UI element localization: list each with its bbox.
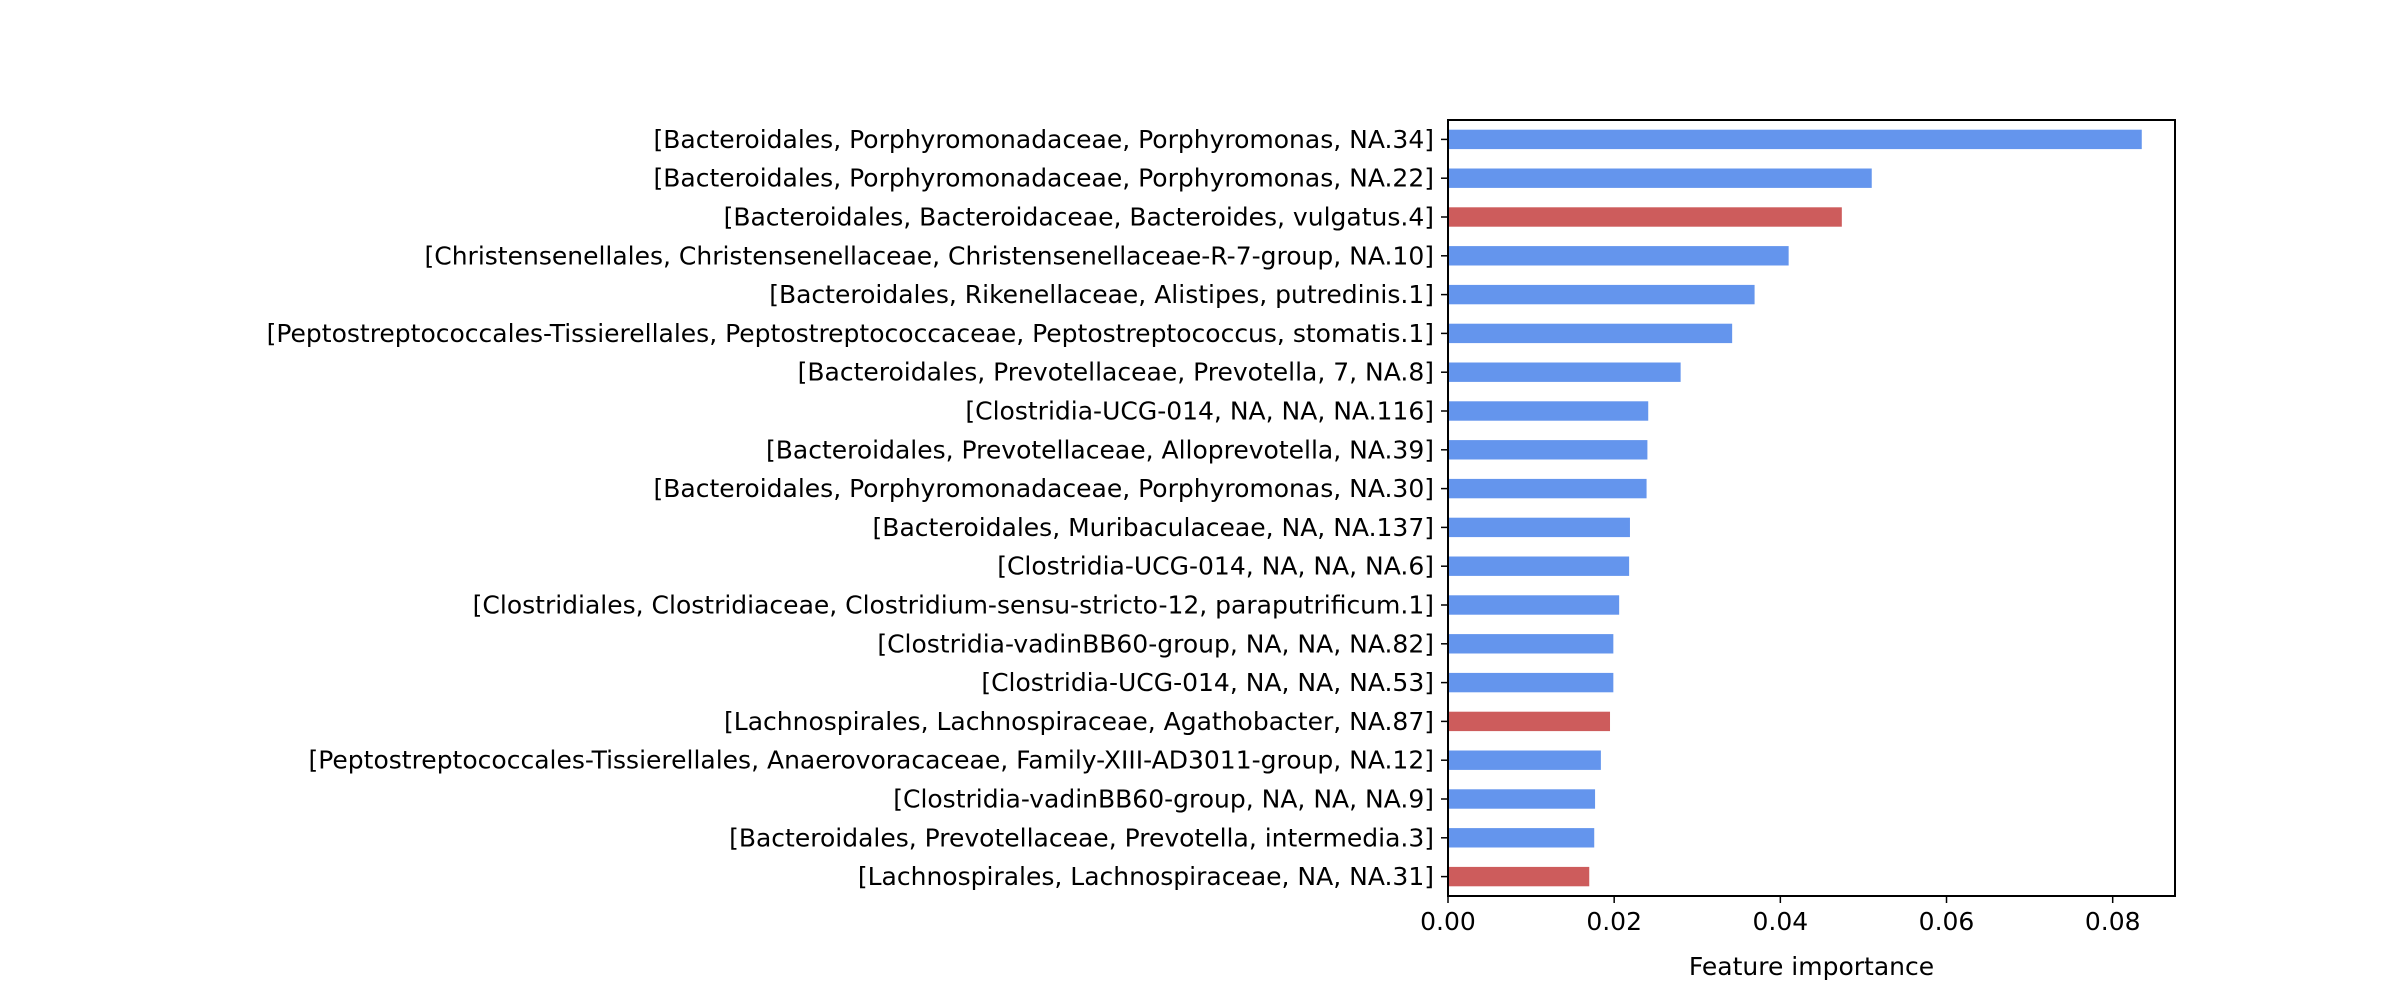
- y-tick-label: [Peptostreptococcales-Tissierellales, Pe…: [267, 319, 1434, 348]
- y-tick-label: [Clostridia-UCG-014, NA, NA, NA.6]: [997, 552, 1434, 581]
- x-tick-label: 0.00: [1420, 907, 1476, 936]
- x-axis-label: Feature importance: [1689, 952, 1934, 981]
- y-tick-label: [Clostridia-vadinBB60-group, NA, NA, NA.…: [877, 629, 1434, 658]
- bar: [1448, 595, 1620, 615]
- y-tick-label: [Bacteroidales, Prevotellaceae, Alloprev…: [766, 435, 1434, 464]
- y-tick-label: [Clostridia-vadinBB60-group, NA, NA, NA.…: [893, 785, 1434, 814]
- y-tick-label: [Bacteroidales, Porphyromonadaceae, Porp…: [654, 474, 1434, 503]
- bar: [1448, 750, 1601, 770]
- bar: [1448, 789, 1596, 809]
- bar: [1448, 711, 1611, 732]
- y-tick-label: [Clostridia-UCG-014, NA, NA, NA.116]: [965, 397, 1434, 426]
- bar: [1448, 401, 1649, 421]
- y-tick-label: [Bacteroidales, Porphyromonadaceae, Porp…: [654, 164, 1434, 193]
- bar: [1448, 284, 1755, 305]
- y-tick-label: [Bacteroidales, Rikenellaceae, Alistipes…: [769, 280, 1434, 309]
- y-tick-label: [Bacteroidales, Bacteroidaceae, Bacteroi…: [724, 203, 1434, 232]
- x-axis-ticks: 0.00 0.02 0.04 0.06 0.08: [1420, 896, 2141, 936]
- bar: [1448, 556, 1630, 576]
- bar: [1448, 866, 1590, 887]
- bar: [1448, 129, 2142, 150]
- y-tick-label: [Lachnospirales, Lachnospiraceae, NA, NA…: [858, 862, 1434, 891]
- y-tick-label: [Bacteroidales, Prevotellaceae, Prevotel…: [729, 823, 1434, 852]
- bar: [1448, 440, 1648, 460]
- bar: [1448, 478, 1647, 499]
- x-tick-label: 0.04: [1753, 907, 1809, 936]
- bar: [1448, 517, 1630, 538]
- x-tick-label: 0.02: [1586, 907, 1642, 936]
- bar: [1448, 246, 1789, 266]
- x-tick-label: 0.08: [2085, 907, 2141, 936]
- plot-frame: [1447, 119, 2176, 897]
- bar: [1448, 362, 1681, 382]
- y-tick-label: [Peptostreptococcales-Tissierellales, An…: [308, 746, 1434, 775]
- bar: [1448, 168, 1872, 188]
- bar: [1448, 323, 1733, 344]
- y-tick-label: [Bacteroidales, Porphyromonadaceae, Porp…: [654, 125, 1434, 154]
- bar: [1448, 207, 1842, 227]
- bar: [1448, 634, 1614, 654]
- y-tick-label: [Clostridiales, Clostridiaceae, Clostrid…: [473, 591, 1434, 620]
- y-tick-label: [Clostridia-UCG-014, NA, NA, NA.53]: [981, 668, 1434, 697]
- y-tick-label: [Bacteroidales, Prevotellaceae, Prevotel…: [798, 358, 1434, 387]
- bar: [1448, 828, 1595, 848]
- y-axis-ticks: [Bacteroidales, Porphyromonadaceae, Porp…: [267, 125, 1448, 891]
- bars-group: [1448, 129, 2142, 887]
- x-tick-label: 0.06: [1919, 907, 1975, 936]
- y-tick-label: [Christensenellales, Christensenellaceae…: [424, 241, 1434, 270]
- y-tick-label: [Lachnospirales, Lachnospiraceae, Agatho…: [724, 707, 1434, 736]
- y-tick-label: [Bacteroidales, Muribaculaceae, NA, NA.1…: [873, 513, 1434, 542]
- bar: [1448, 672, 1614, 693]
